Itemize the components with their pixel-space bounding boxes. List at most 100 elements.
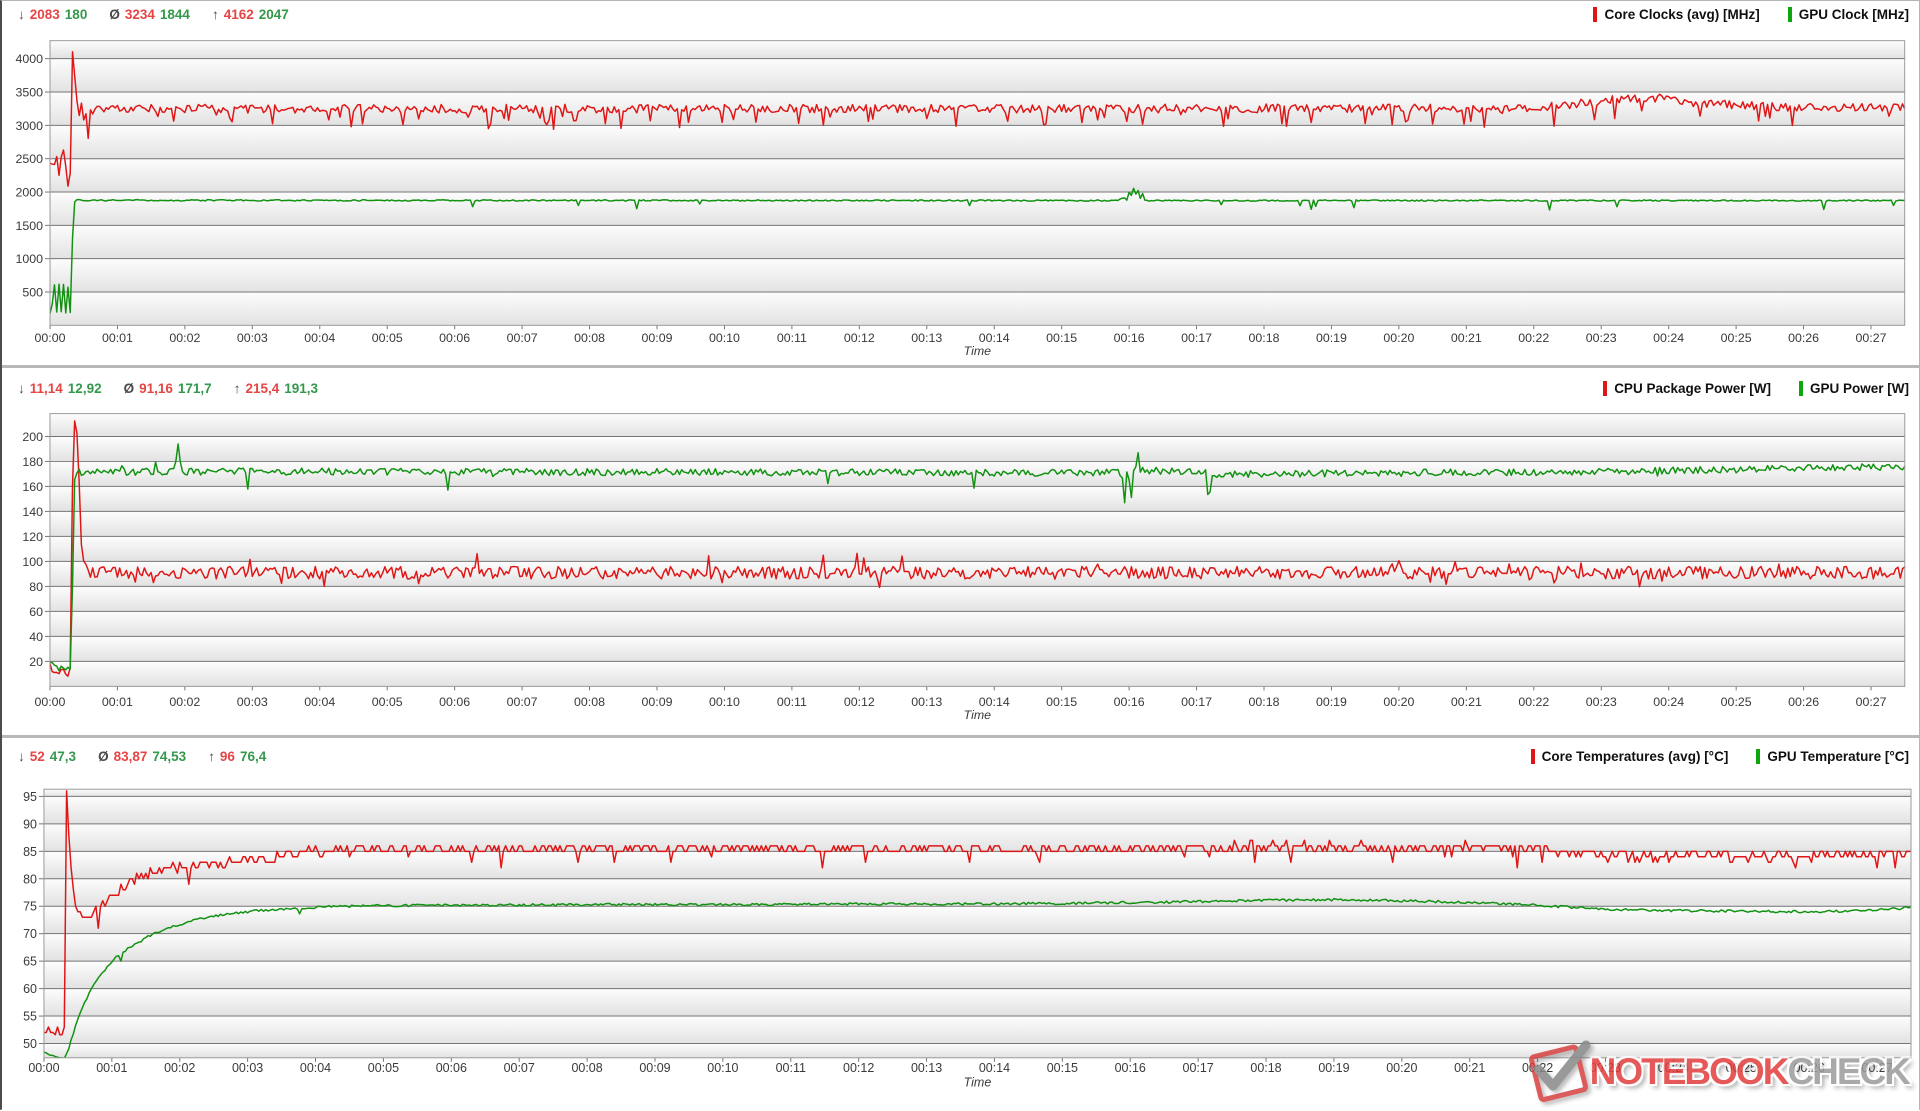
- svg-text:00:00: 00:00: [34, 695, 65, 709]
- svg-text:00:21: 00:21: [1454, 1061, 1485, 1075]
- svg-text:00:08: 00:08: [574, 331, 605, 345]
- stat-min-green: 180: [64, 7, 88, 22]
- svg-text:200: 200: [22, 430, 43, 444]
- svg-text:00:13: 00:13: [911, 1061, 942, 1075]
- min-arrow-icon: ↓: [18, 749, 25, 764]
- svg-text:00:25: 00:25: [1721, 331, 1752, 345]
- svg-text:00:22: 00:22: [1518, 331, 1549, 345]
- svg-text:00:21: 00:21: [1451, 695, 1482, 709]
- svg-text:00:24: 00:24: [1653, 331, 1684, 345]
- svg-text:80: 80: [29, 580, 43, 594]
- stat-max-green: 2047: [258, 7, 289, 22]
- svg-text:00:23: 00:23: [1586, 331, 1617, 345]
- svg-text:00:11: 00:11: [777, 331, 807, 345]
- svg-text:00:20: 00:20: [1383, 695, 1414, 709]
- avg-symbol-icon: Ø: [109, 7, 120, 22]
- legend-label: CPU Package Power [W]: [1614, 381, 1771, 396]
- svg-text:00:19: 00:19: [1316, 331, 1347, 345]
- chart-panel-power: ↓ 11,14 12,92 Ø 91,16 171,7 ↑ 215,4 191,3 CPU Pa…: [2, 368, 1919, 738]
- legend-label: GPU Power [W]: [1809, 381, 1909, 396]
- svg-text:40: 40: [29, 630, 43, 644]
- svg-text:00:20: 00:20: [1386, 1061, 1417, 1075]
- legend-swatch-red-icon: [1593, 7, 1598, 22]
- svg-text:00:03: 00:03: [237, 331, 268, 345]
- svg-text:95: 95: [23, 790, 37, 804]
- stat-avg-red: 91,16: [139, 381, 173, 396]
- svg-text:160: 160: [22, 480, 43, 494]
- svg-text:00:16: 00:16: [1114, 695, 1145, 709]
- legend-label: GPU Temperature [°C]: [1767, 749, 1909, 764]
- svg-text:00:24: 00:24: [1653, 695, 1684, 709]
- svg-text:Time: Time: [964, 1076, 992, 1090]
- stat-max-green: 191,3: [284, 381, 319, 396]
- svg-text:00:11: 00:11: [777, 695, 807, 709]
- svg-text:00:14: 00:14: [979, 1061, 1010, 1075]
- svg-text:00:26: 00:26: [1788, 331, 1819, 345]
- svg-text:00:27: 00:27: [1861, 1061, 1892, 1075]
- legend-item-red: CPU Package Power [W]: [1603, 381, 1771, 396]
- svg-text:00:23: 00:23: [1590, 1061, 1621, 1075]
- line-chart-temperatures: 50 55 60 65 70 75 80 85 90 95 00:00 00:01 00:02 00:03…: [23, 788, 1912, 1090]
- svg-text:00:02: 00:02: [164, 1061, 195, 1075]
- chart-stats: ↓ 11,14 12,92 Ø 91,16 171,7 ↑ 215,4 191,3: [18, 381, 318, 396]
- svg-text:00:00: 00:00: [35, 331, 66, 345]
- svg-text:00:16: 00:16: [1115, 1061, 1146, 1075]
- legend-item-green: GPU Temperature [°C]: [1756, 749, 1909, 764]
- svg-text:00:03: 00:03: [237, 695, 268, 709]
- stat-avg-green: 1844: [159, 7, 190, 22]
- svg-text:00:17: 00:17: [1183, 1061, 1214, 1075]
- svg-text:00:06: 00:06: [439, 695, 470, 709]
- svg-text:00:07: 00:07: [504, 1061, 535, 1075]
- svg-text:00:01: 00:01: [96, 1061, 127, 1075]
- svg-text:00:08: 00:08: [574, 695, 605, 709]
- legend-swatch-green-icon: [1798, 381, 1803, 396]
- legend-item-red: Core Clocks (avg) [MHz]: [1593, 7, 1760, 22]
- svg-text:00:27: 00:27: [1856, 695, 1887, 709]
- stat-min-green: 47,3: [49, 749, 77, 764]
- svg-text:00:09: 00:09: [639, 1061, 670, 1075]
- svg-text:75: 75: [23, 900, 37, 914]
- stat-min-red: 11,14: [29, 381, 63, 396]
- svg-text:00:23: 00:23: [1586, 695, 1617, 709]
- stat-max-green: 76,4: [239, 749, 267, 764]
- svg-text:Time: Time: [964, 344, 992, 358]
- svg-text:140: 140: [22, 505, 43, 519]
- svg-text:60: 60: [23, 982, 37, 996]
- avg-symbol-icon: Ø: [123, 381, 135, 396]
- svg-text:00:15: 00:15: [1046, 331, 1077, 345]
- svg-text:00:17: 00:17: [1181, 331, 1212, 345]
- svg-text:00:13: 00:13: [911, 695, 942, 709]
- stat-max-red: 215,4: [245, 381, 280, 396]
- svg-text:00:12: 00:12: [844, 331, 875, 345]
- svg-text:00:06: 00:06: [436, 1061, 467, 1075]
- stat-max-red: 96: [219, 749, 235, 764]
- chart-legend: Core Clocks (avg) [MHz] GPU Clock [MHz]: [1593, 7, 1909, 22]
- svg-text:85: 85: [23, 845, 37, 859]
- svg-text:00:00: 00:00: [28, 1061, 59, 1075]
- svg-text:00:01: 00:01: [102, 331, 133, 345]
- svg-text:55: 55: [23, 1010, 37, 1024]
- legend-item-green: GPU Power [W]: [1798, 381, 1909, 396]
- svg-text:00:15: 00:15: [1046, 695, 1077, 709]
- svg-text:00:05: 00:05: [372, 331, 403, 345]
- svg-text:00:27: 00:27: [1856, 331, 1887, 345]
- svg-text:00:12: 00:12: [844, 695, 875, 709]
- stat-max-red: 4162: [223, 7, 254, 22]
- svg-text:180: 180: [22, 455, 43, 469]
- svg-text:00:19: 00:19: [1316, 695, 1347, 709]
- chart-header: ↓ 52 47,3 Ø 83,87 74,53 ↑ 96 76,4 Core Temperatu…: [18, 749, 1909, 764]
- svg-text:00:26: 00:26: [1794, 1061, 1825, 1075]
- svg-text:00:07: 00:07: [507, 331, 538, 345]
- svg-text:00:04: 00:04: [300, 1061, 331, 1075]
- svg-text:00:04: 00:04: [304, 695, 335, 709]
- svg-text:00:07: 00:07: [507, 695, 538, 709]
- svg-text:00:10: 00:10: [707, 1061, 738, 1075]
- svg-text:00:17: 00:17: [1181, 695, 1212, 709]
- svg-text:00:09: 00:09: [641, 695, 672, 709]
- svg-text:00:25: 00:25: [1726, 1061, 1757, 1075]
- svg-text:00:18: 00:18: [1250, 1061, 1281, 1075]
- svg-text:00:18: 00:18: [1249, 695, 1280, 709]
- legend-label: Core Clocks (avg) [MHz]: [1604, 7, 1760, 22]
- svg-text:00:05: 00:05: [372, 695, 403, 709]
